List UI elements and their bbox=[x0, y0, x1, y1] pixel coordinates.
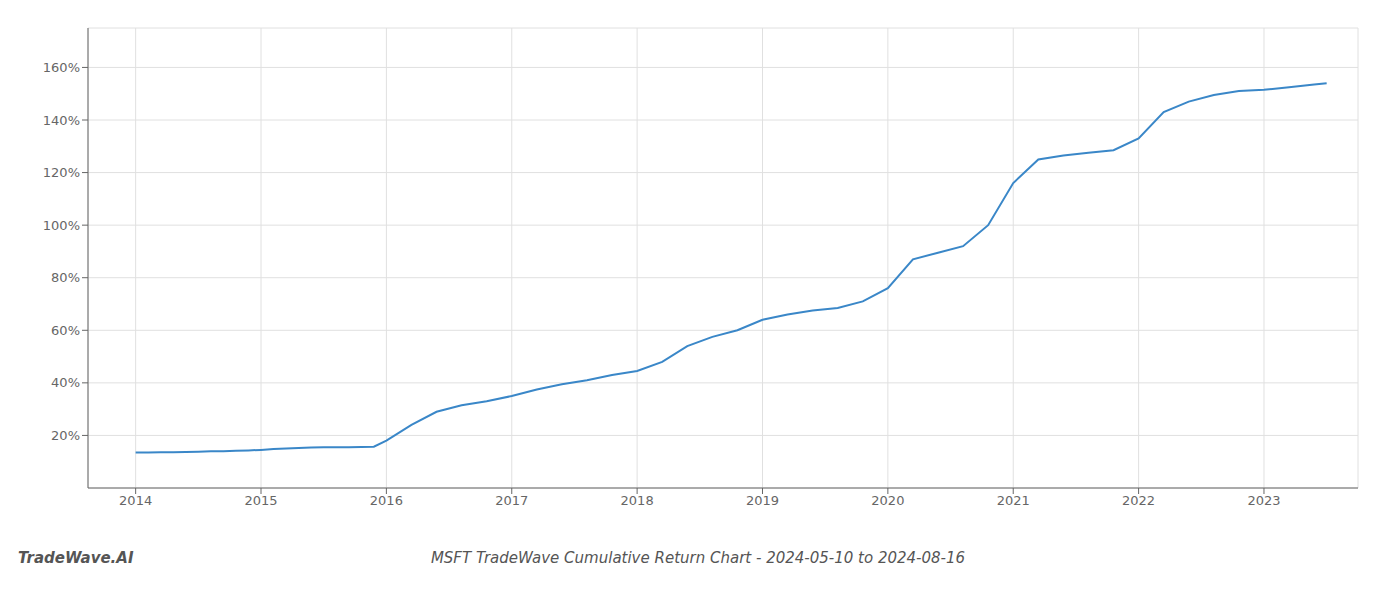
svg-text:100%: 100% bbox=[43, 218, 80, 233]
svg-text:20%: 20% bbox=[51, 428, 80, 443]
svg-text:2017: 2017 bbox=[495, 493, 528, 508]
svg-text:2015: 2015 bbox=[244, 493, 277, 508]
svg-text:2014: 2014 bbox=[119, 493, 152, 508]
svg-text:2023: 2023 bbox=[1247, 493, 1280, 508]
html-text:TradeWave.AI: TradeWave.AI bbox=[18, 549, 134, 567]
html-text:MSFT TradeWave Cumulative Retu: MSFT TradeWave Cumulative Return Chart -… bbox=[430, 549, 966, 567]
svg-text:2019: 2019 bbox=[746, 493, 779, 508]
svg-text:60%: 60% bbox=[51, 323, 80, 338]
svg-text:2020: 2020 bbox=[871, 493, 904, 508]
svg-text:40%: 40% bbox=[51, 375, 80, 390]
svg-text:160%: 160% bbox=[43, 60, 80, 75]
svg-text:2018: 2018 bbox=[621, 493, 654, 508]
svg-text:2016: 2016 bbox=[370, 493, 403, 508]
svg-text:120%: 120% bbox=[43, 165, 80, 180]
svg-text:80%: 80% bbox=[51, 270, 80, 285]
svg-text:140%: 140% bbox=[43, 113, 80, 128]
svg-text:2022: 2022 bbox=[1122, 493, 1155, 508]
svg-text:2021: 2021 bbox=[997, 493, 1030, 508]
